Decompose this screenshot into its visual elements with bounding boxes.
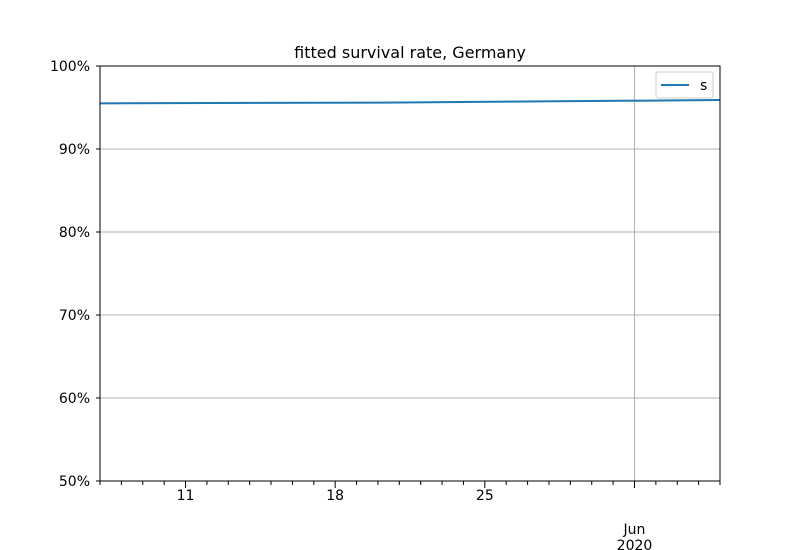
x-tick-label: 18 xyxy=(326,488,344,504)
y-tick-label: 90% xyxy=(59,142,90,158)
y-tick-label: 50% xyxy=(59,474,90,490)
plot-frame xyxy=(99,65,721,482)
x-tick-sublabel: 2020 xyxy=(617,538,653,550)
series-layer xyxy=(99,99,721,105)
legend: s xyxy=(655,71,714,99)
y-tick-label: 60% xyxy=(59,391,90,407)
y-tick-label: 70% xyxy=(59,308,90,324)
y-tick-label: 80% xyxy=(59,225,90,241)
series-line xyxy=(99,99,721,105)
legend-label: s xyxy=(700,78,707,94)
x-tick-label: Jun xyxy=(623,522,646,538)
x-tick-label: 11 xyxy=(177,488,195,504)
chart-title: fitted survival rate, Germany xyxy=(294,43,526,62)
grid-lines xyxy=(100,66,720,481)
y-tick-label: 100% xyxy=(50,59,90,75)
x-tick-label: 25 xyxy=(476,488,494,504)
